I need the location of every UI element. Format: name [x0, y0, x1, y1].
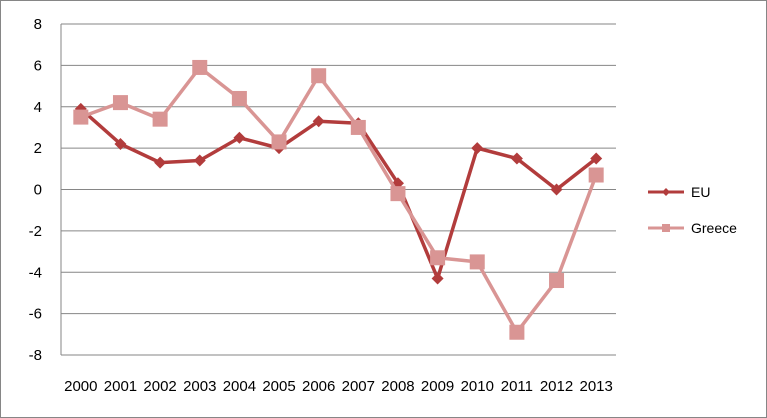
x-tick-label: 2003	[183, 378, 216, 395]
x-axis: 2000 2001 2002 2003 2004 2005 2006 2007 2008 2009…	[64, 378, 613, 395]
x-tick-label: 2010	[461, 378, 494, 395]
legend-label-greece: Greece	[691, 220, 737, 236]
data-point-greece	[231, 90, 247, 106]
y-tick-label: 2	[34, 140, 42, 157]
y-tick-label: -8	[29, 347, 42, 364]
data-point-eu	[114, 137, 127, 150]
x-tick-label: 2011	[501, 378, 533, 395]
series-line-eu	[79, 107, 598, 281]
y-tick-label: 0	[34, 182, 42, 199]
x-tick-label: 2001	[104, 378, 137, 395]
legend-label-eu: EU	[691, 184, 710, 200]
x-tick-label: 2000	[64, 378, 97, 395]
legend: EU Greece	[648, 184, 737, 236]
y-tick-label: -6	[29, 306, 42, 323]
data-point-greece	[390, 186, 406, 202]
x-tick-label: 2004	[223, 378, 256, 395]
y-tick-label: 8	[34, 16, 42, 33]
data-point-eu	[154, 156, 167, 169]
data-point-greece	[430, 250, 446, 266]
data-point-eu	[471, 142, 484, 155]
data-point-greece	[588, 167, 604, 183]
data-point-eu	[233, 131, 246, 144]
data-point-greece	[311, 68, 327, 84]
data-point-eu	[193, 154, 206, 167]
legend-marker-greece	[662, 224, 670, 232]
data-point-eu	[510, 152, 523, 165]
y-tick-label: 6	[34, 57, 42, 74]
x-tick-label: 2007	[342, 378, 375, 395]
series-line-greece	[80, 65, 598, 334]
data-point-greece	[549, 273, 565, 289]
x-tick-label: 2009	[421, 378, 454, 395]
gridlines	[61, 23, 616, 356]
legend-marker-eu	[662, 188, 670, 196]
y-tick-label: -2	[29, 223, 42, 240]
data-point-greece	[350, 119, 366, 135]
data-point-greece	[509, 324, 525, 340]
x-tick-label: 2008	[381, 378, 414, 395]
data-point-greece	[192, 59, 208, 75]
data-point-greece	[271, 134, 287, 150]
data-point-greece	[469, 254, 485, 270]
data-point-greece	[152, 111, 168, 127]
y-tick-label: -4	[29, 264, 42, 281]
x-tick-label: 2006	[302, 378, 335, 395]
x-tick-label: 2002	[143, 378, 176, 395]
x-tick-label: 2012	[540, 378, 573, 395]
y-axis: 8 6 4 2 0 -2 -4 -6 -8	[29, 16, 62, 364]
y-tick-label: 4	[34, 99, 42, 116]
data-point-eu	[312, 115, 325, 128]
series-layer	[73, 59, 604, 340]
x-tick-label: 2013	[579, 378, 612, 395]
x-tick-label: 2005	[262, 378, 295, 395]
data-point-eu	[550, 183, 563, 196]
data-point-greece	[73, 109, 89, 125]
data-point-greece	[112, 95, 128, 111]
data-point-eu	[431, 272, 444, 285]
data-point-eu	[590, 152, 603, 165]
